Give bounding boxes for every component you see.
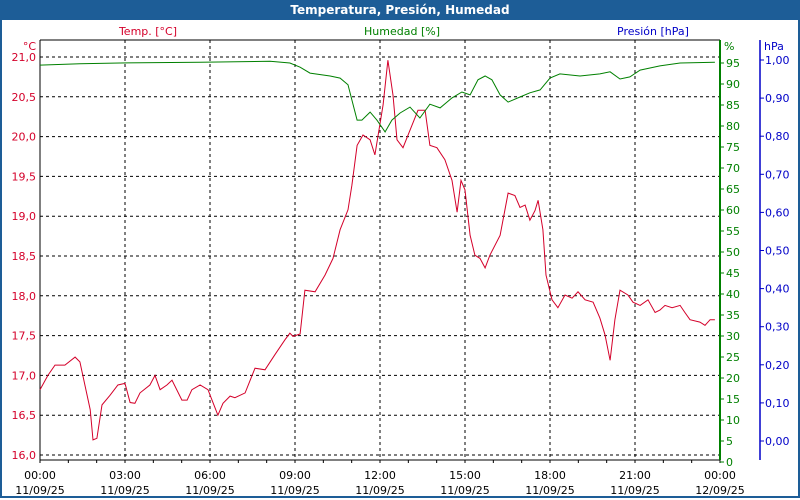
humidity-tick-label: 85 [726, 99, 740, 112]
x-tick-date: 11/09/25 [100, 484, 149, 497]
pressure-legend: Presión [hPa] [617, 25, 689, 38]
series-line-temp [39, 60, 715, 441]
x-tick-date: 11/09/25 [270, 484, 319, 497]
x-tick-date: 12/09/25 [695, 484, 744, 497]
humidity-legend: Humedad [%] [364, 25, 440, 38]
temp-legend: Temp. [°C] [118, 25, 177, 38]
temp-tick-label: 18,5 [12, 250, 37, 263]
humidity-tick-label: 5 [726, 435, 733, 448]
x-tick-time: 00:00 [24, 469, 56, 482]
temp-tick-label: 18,0 [12, 290, 37, 303]
x-tick-date: 11/09/25 [525, 484, 574, 497]
temp-tick-label: 19,5 [12, 170, 37, 183]
pressure-tick-label: 0,70 [765, 168, 790, 181]
humidity-tick-label: 95 [726, 57, 740, 70]
humidity-tick-label: 10 [726, 414, 740, 427]
pressure-tick-label: 0,80 [765, 130, 790, 143]
humidity-tick-label: 45 [726, 267, 740, 280]
humidity-tick-label: 0 [726, 456, 733, 469]
series-line-hum [39, 60, 715, 133]
x-tick-time: 06:00 [194, 469, 226, 482]
pressure-tick-label: 0,50 [765, 245, 790, 258]
x-tick-time: 09:00 [279, 469, 311, 482]
x-tick-time: 12:00 [364, 469, 396, 482]
humidity-tick-label: 35 [726, 309, 740, 322]
humidity-tick-label: 25 [726, 351, 740, 364]
humidity-tick-label: 50 [726, 246, 740, 259]
humidity-tick-label: 55 [726, 225, 740, 238]
temp-tick-label: 20,0 [12, 131, 37, 144]
humidity-tick-label: 90 [726, 78, 740, 91]
x-tick-date: 11/09/25 [610, 484, 659, 497]
temp-tick-label: 16,0 [12, 449, 37, 462]
x-tick-time: 03:00 [109, 469, 141, 482]
pressure-tick-label: 1,00 [765, 54, 790, 67]
humidity-tick-label: 65 [726, 183, 740, 196]
x-tick-time: 21:00 [619, 469, 651, 482]
temp-tick-label: 20,5 [12, 91, 37, 104]
x-tick-date: 11/09/25 [440, 484, 489, 497]
humidity-tick-label: 75 [726, 141, 740, 154]
pressure-tick-label: 0,30 [765, 321, 790, 334]
humidity-tick-label: 30 [726, 330, 740, 343]
temp-tick-label: 17,5 [12, 330, 37, 343]
temp-tick-label: 21,0 [12, 51, 37, 64]
temp-tick-label: 19,0 [12, 210, 37, 223]
pressure-tick-label: 0,40 [765, 283, 790, 296]
x-tick-time: 15:00 [449, 469, 481, 482]
humidity-tick-label: 60 [726, 204, 740, 217]
x-tick-date: 11/09/25 [15, 484, 64, 497]
temp-unit-label: °C [23, 40, 37, 53]
temp-tick-label: 17,0 [12, 369, 37, 382]
pressure-unit-label: hPa [764, 40, 784, 53]
temp-tick-label: 16,5 [12, 409, 37, 422]
humidity-tick-label: 40 [726, 288, 740, 301]
x-tick-time: 18:00 [534, 469, 566, 482]
pressure-tick-label: 0,90 [765, 92, 790, 105]
humidity-tick-label: 15 [726, 393, 740, 406]
pressure-tick-label: 0,60 [765, 206, 790, 219]
x-tick-date: 11/09/25 [355, 484, 404, 497]
pressure-tick-label: 0,00 [765, 435, 790, 448]
pressure-tick-label: 0,20 [765, 359, 790, 372]
humidity-tick-label: 70 [726, 162, 740, 175]
humidity-unit-label: % [724, 40, 734, 53]
humidity-tick-label: 20 [726, 372, 740, 385]
pressure-tick-label: 0,10 [765, 397, 790, 410]
x-tick-date: 11/09/25 [185, 484, 234, 497]
window-title: Temperatura, Presión, Humedad [0, 0, 800, 20]
x-tick-time: 00:00 [704, 469, 736, 482]
humidity-tick-label: 80 [726, 120, 740, 133]
